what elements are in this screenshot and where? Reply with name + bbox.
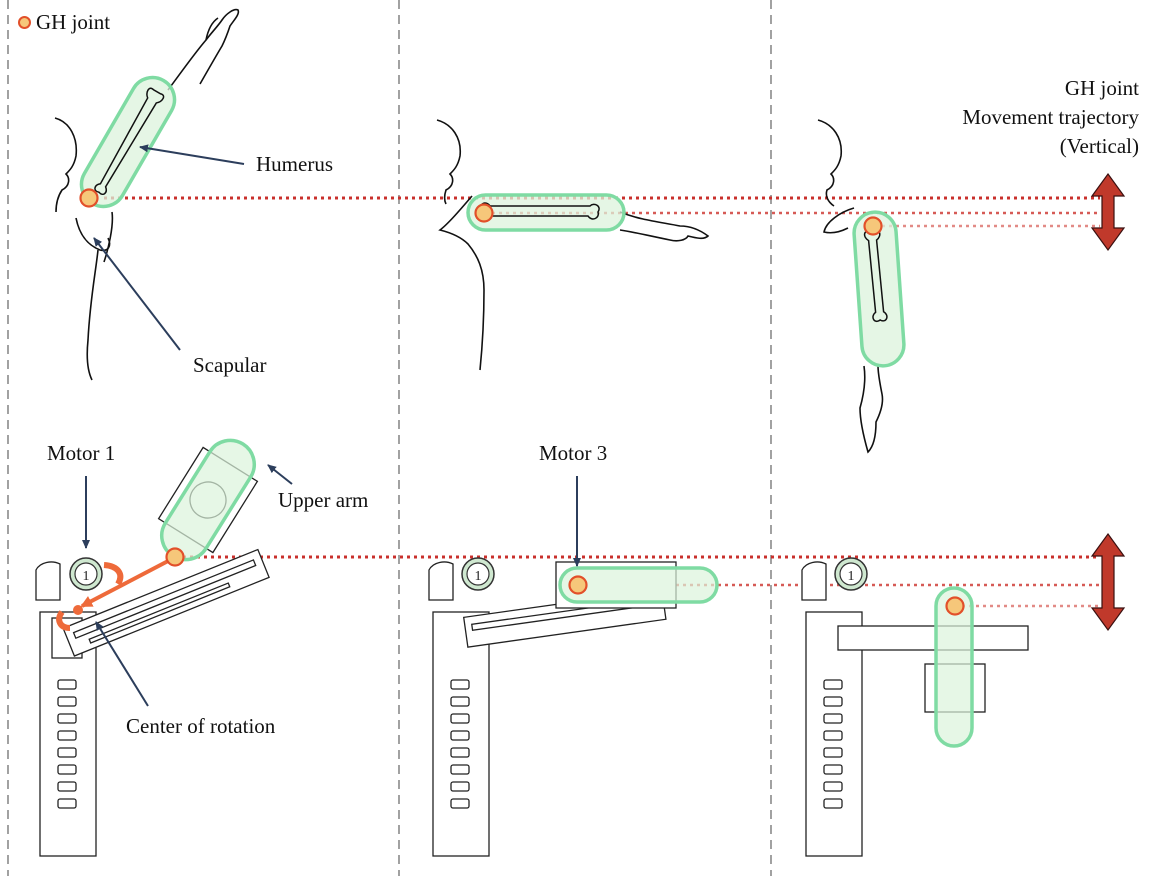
motor-1-badge-raised: 1 — [83, 569, 90, 584]
trajectory-arrow-top — [1090, 172, 1126, 252]
rotation-radius-arrow — [80, 558, 171, 608]
exoskeleton-arm-plate-lowered — [837, 625, 1029, 651]
motor-3-label: Motor 3 — [539, 441, 608, 465]
center-of-rotation-callout-arrow — [95, 621, 149, 707]
upper-arm-highlight-horizontal — [558, 566, 719, 604]
body-outline-horizontal — [436, 119, 710, 371]
center-of-rotation-marker — [73, 605, 83, 615]
humerus-label: Humerus — [256, 152, 333, 176]
trajectory-title-line-2: Movement trajectory — [962, 105, 1139, 129]
legend-label: GH joint — [36, 10, 111, 34]
body-outline-raised — [54, 8, 240, 381]
gh-joint-marker-exo-lowered — [945, 596, 965, 616]
upper-arm-highlight-lowered — [934, 586, 974, 748]
rotation-arrow-lower — [56, 610, 71, 631]
upper-arm-callout-arrow — [267, 464, 293, 485]
motor-1-badge-horizontal: 1 — [475, 569, 482, 584]
center-of-rotation-label: Center of rotation — [126, 714, 276, 738]
exoskeleton-frame-horizontal — [428, 561, 490, 857]
gh-joint-marker-horizontal — [474, 203, 494, 223]
rotation-arrow-upper — [103, 562, 124, 586]
motor-1-raised — [69, 557, 103, 591]
upper-arm-label: Upper arm — [278, 488, 369, 512]
legend: GH joint — [18, 12, 110, 33]
upper-arm-highlight-raised — [159, 438, 257, 562]
gh-joint-legend-icon — [18, 16, 31, 29]
gh-joint-marker-exo-raised — [165, 547, 185, 567]
exoskeleton-frame-raised — [35, 561, 97, 857]
humerus-highlight-horizontal — [466, 193, 626, 232]
scapular-label: Scapular — [193, 353, 267, 377]
gh-joint-marker-raised — [79, 188, 99, 208]
trajectory-title: GH joint Movement trajectory (Vertical) — [962, 74, 1139, 161]
motor-1-lowered — [834, 557, 868, 591]
scapular-callout-arrow — [93, 237, 181, 351]
humerus-bone-lowered — [863, 230, 888, 323]
motor-1-horizontal — [461, 557, 495, 591]
exoskeleton-frame-lowered — [801, 561, 863, 857]
humerus-callout-arrow — [139, 144, 245, 165]
trajectory-title-line-1: GH joint — [1064, 76, 1139, 100]
motor-1-label: Motor 1 — [47, 441, 116, 465]
gh-joint-marker-exo-horizontal — [568, 575, 588, 595]
gh-joint-marker-lowered — [863, 216, 883, 236]
humerus-bone-raised — [94, 87, 165, 195]
humerus-highlight-lowered — [852, 210, 906, 368]
exoskeleton-arm-plate-raised — [62, 548, 270, 657]
trajectory-title-line-3: (Vertical) — [1059, 134, 1139, 158]
trajectory-arrow-bottom — [1090, 532, 1126, 632]
motor-1-badge-lowered: 1 — [848, 569, 855, 584]
body-outline-lowered — [817, 119, 884, 454]
